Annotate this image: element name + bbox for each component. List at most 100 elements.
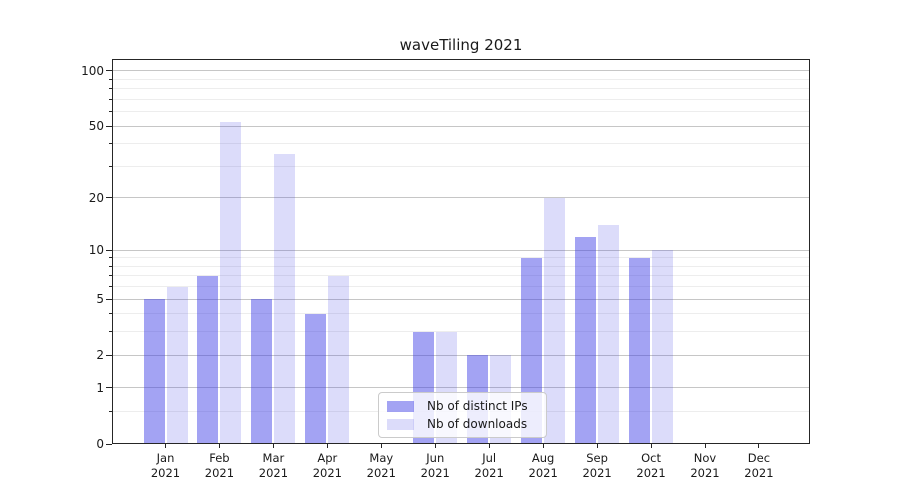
x-tick-label: Oct 2021 — [619, 451, 683, 481]
x-tick-label-year: 2021 — [474, 466, 504, 480]
x-tick — [218, 444, 220, 448]
bar-distinct-ips-feb-2021 — [197, 275, 219, 444]
x-tick-label-year: 2021 — [204, 466, 235, 480]
chart-title: waveTiling 2021 — [399, 36, 523, 54]
x-tick-label-month: Nov — [693, 451, 717, 465]
gridline-minor — [113, 98, 809, 100]
x-tick-label-year: 2021 — [150, 466, 181, 480]
bar-distinct-ips-sep-2021 — [575, 236, 597, 444]
bar-downloads-apr-2021 — [328, 275, 350, 444]
x-tick — [704, 444, 706, 448]
x-tick-label-month: Feb — [209, 451, 230, 465]
y-minor-tick — [108, 410, 112, 412]
y-minor-tick — [108, 275, 112, 277]
gridline-minor — [113, 257, 809, 259]
gridline-major — [113, 354, 809, 356]
x-tick-label-month: Jun — [426, 451, 445, 465]
legend-label-distinct-ips: Nb of distinct IPs — [427, 399, 528, 413]
gridline-minor — [113, 165, 809, 167]
legend-swatch-distinct-ips-icon — [387, 400, 414, 412]
legend-item-downloads: Nb of downloads — [387, 417, 538, 431]
bar-downloads-mar-2021 — [274, 154, 296, 444]
y-minor-tick — [108, 78, 112, 80]
x-tick — [596, 444, 598, 448]
y-minor-tick — [108, 165, 112, 167]
x-tick-label: Mar 2021 — [241, 451, 305, 481]
bar-distinct-ips-oct-2021 — [629, 257, 651, 444]
y-tick — [106, 298, 112, 300]
x-tick-label: Feb 2021 — [187, 451, 251, 481]
bar-downloads-oct-2021 — [652, 250, 674, 444]
bar-distinct-ips-mar-2021 — [251, 299, 273, 444]
x-tick-label-month: Sep — [586, 451, 608, 465]
gridline-major — [113, 249, 809, 251]
x-tick — [650, 444, 652, 448]
y-tick-label: 1 — [96, 380, 104, 395]
x-tick-label-month: Apr — [317, 451, 338, 465]
x-tick-label-year: 2021 — [258, 466, 289, 480]
gridline-minor — [113, 143, 809, 145]
x-tick — [380, 444, 382, 448]
y-tick-label: 2 — [96, 348, 104, 363]
gridline-major — [113, 387, 809, 389]
y-minor-tick — [108, 313, 112, 315]
y-tick — [106, 197, 112, 199]
y-minor-tick — [108, 88, 112, 90]
x-tick-label-month: Jul — [482, 451, 497, 465]
x-tick-label-year: 2021 — [744, 466, 774, 480]
x-tick-label-year: 2021 — [690, 466, 720, 480]
y-tick-label: 100 — [81, 63, 104, 78]
x-tick-label-year: 2021 — [420, 466, 450, 480]
x-tick-label-month: Oct — [641, 451, 661, 465]
x-tick-label-month: Mar — [262, 451, 285, 465]
y-minor-tick — [108, 331, 112, 333]
x-tick-label: Dec 2021 — [727, 451, 791, 481]
y-tick — [106, 249, 112, 251]
y-tick-label: 20 — [88, 190, 104, 205]
x-tick-label: Jul 2021 — [457, 451, 521, 481]
x-tick-label: May 2021 — [349, 451, 413, 481]
gridline-major — [113, 298, 809, 300]
y-tick — [106, 125, 112, 127]
y-tick — [106, 443, 112, 445]
y-tick — [106, 70, 112, 72]
y-minor-tick — [108, 286, 112, 288]
legend-item-distinct-ips: Nb of distinct IPs — [387, 399, 538, 413]
x-tick-label: Nov 2021 — [673, 451, 737, 481]
gridline-minor — [113, 275, 809, 277]
y-tick-label: 0 — [96, 437, 104, 451]
x-tick — [434, 444, 436, 448]
x-tick-label-year: 2021 — [366, 466, 396, 480]
gridline-major — [113, 125, 809, 127]
x-tick-label: Jan 2021 — [134, 451, 198, 481]
x-tick-label: Aug 2021 — [511, 451, 575, 481]
x-tick — [165, 444, 166, 448]
y-minor-tick — [108, 143, 112, 145]
x-tick-label-year: 2021 — [528, 466, 558, 480]
bar-distinct-ips-apr-2021 — [305, 313, 327, 444]
x-tick — [542, 444, 544, 448]
legend-label-downloads: Nb of downloads — [427, 417, 528, 431]
y-minor-tick — [108, 98, 112, 100]
x-tick — [758, 444, 760, 448]
x-tick-label-year: 2021 — [582, 466, 612, 480]
legend: Nb of distinct IPs Nb of downloads — [378, 392, 547, 438]
x-tick-label: Sep 2021 — [565, 451, 629, 481]
gridline-minor — [113, 88, 809, 90]
x-tick-label: Jun 2021 — [403, 451, 467, 481]
gridline-major — [113, 70, 809, 72]
y-tick — [106, 354, 112, 356]
gridline-major — [113, 197, 809, 199]
x-tick-label-month: Aug — [531, 451, 555, 465]
x-tick-label-month: Dec — [747, 451, 771, 465]
bar-downloads-feb-2021 — [220, 121, 242, 444]
gridline-minor — [113, 78, 809, 80]
legend-swatch-downloads-icon — [387, 418, 414, 430]
x-tick-label-month: Jan — [156, 451, 175, 465]
y-tick-label: 50 — [88, 119, 104, 134]
x-tick-label: Apr 2021 — [295, 451, 359, 481]
bar-downloads-jan-2021 — [166, 286, 188, 444]
gridline-minor — [113, 331, 809, 333]
x-tick-label-month: May — [369, 451, 394, 465]
